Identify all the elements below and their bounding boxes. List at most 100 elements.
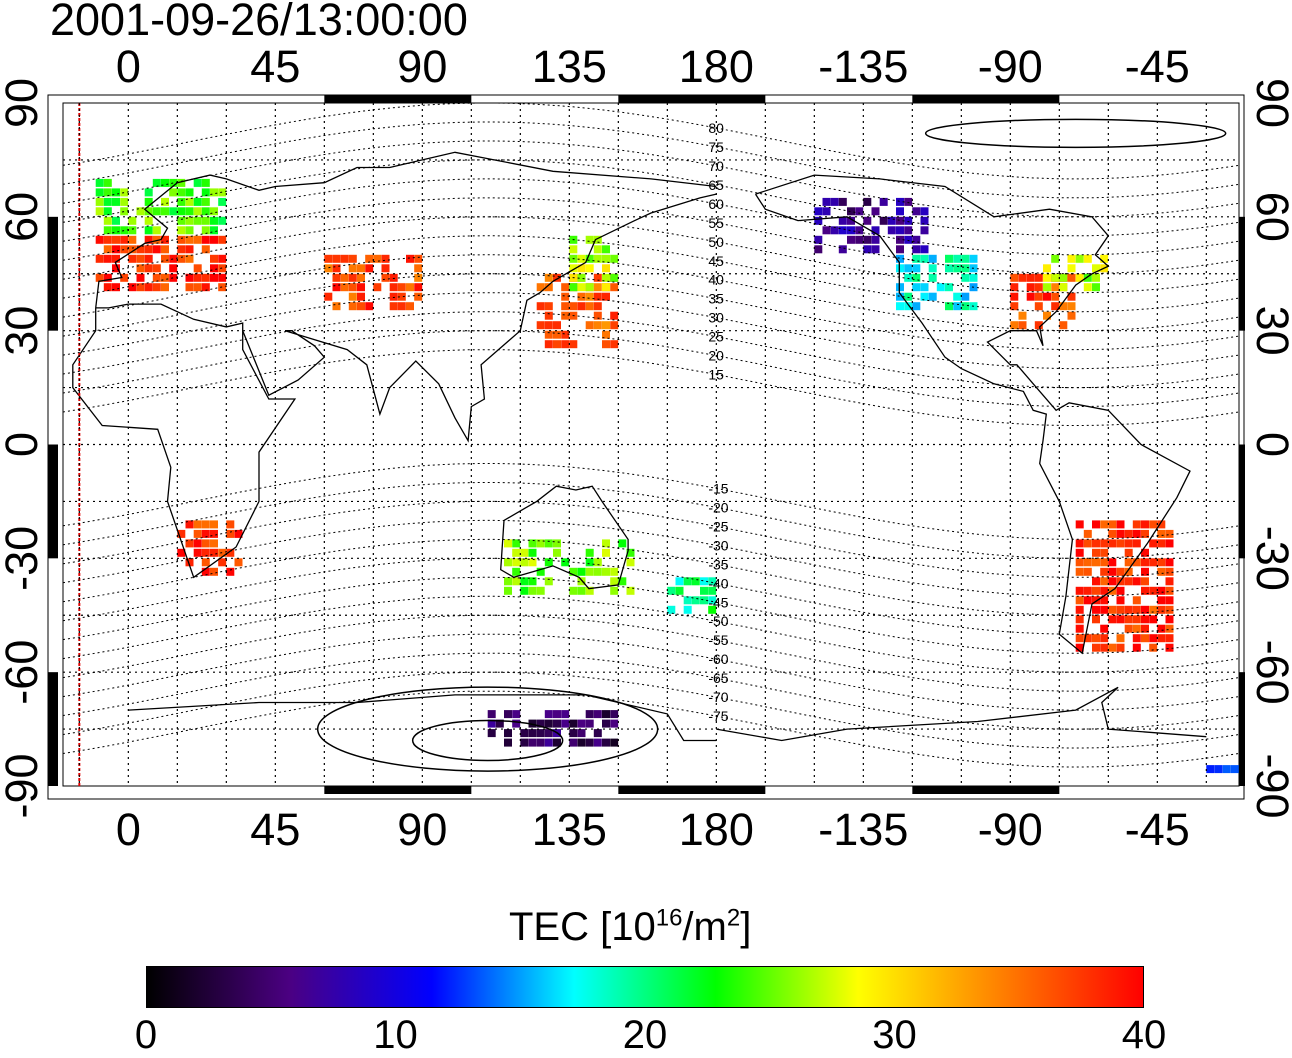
outer-frame [47, 94, 1245, 800]
frame-band [618, 786, 766, 794]
contour-labels: 80 75 70 65 60 55 50 45 40 35 30 25 20 15 -15 -20 -25 -30… [708, 120, 728, 724]
magnetic-contour [63, 292, 1239, 370]
top-lon-label: 90 [397, 41, 447, 92]
contour-label: 60 [708, 196, 724, 212]
tec-cell [193, 273, 202, 282]
tec-cell [103, 207, 112, 216]
right-lat-label: 30 [1247, 306, 1292, 356]
tec-cell [365, 302, 374, 311]
tec-cell [577, 283, 586, 292]
tec-cell [201, 273, 210, 282]
tec-cell [1100, 624, 1109, 633]
tec-cell [1108, 520, 1117, 529]
tec-cell [544, 719, 553, 728]
tec-cell [553, 340, 561, 349]
tec-cell [112, 197, 120, 206]
tec-cell [1141, 558, 1149, 567]
tec-cell [1132, 558, 1141, 567]
tec-cell [1034, 302, 1043, 311]
tec-cell [201, 216, 210, 225]
tec-cell [1100, 548, 1109, 557]
magnetic-contour [63, 519, 1239, 597]
tec-cell [1092, 558, 1100, 567]
tec-cell [120, 207, 129, 216]
tec-cell [348, 292, 357, 301]
tec-cell [569, 567, 578, 576]
tec-cell [928, 273, 937, 282]
tec-cell [348, 283, 357, 292]
tec-cell [95, 273, 104, 282]
tec-cell [1026, 273, 1035, 282]
tec-cell [544, 340, 553, 349]
tec-cell [128, 283, 137, 292]
tec-cell [936, 283, 945, 292]
tec-cell [1010, 283, 1019, 292]
contour-label: 75 [708, 139, 724, 155]
tec-cell [414, 292, 423, 301]
tec-cell [373, 283, 382, 292]
tec-cell [520, 729, 529, 738]
tec-cell [144, 235, 153, 244]
tec-cell [1059, 283, 1068, 292]
tec-cell [544, 729, 553, 738]
tec-cell [1043, 264, 1051, 273]
tec-cell [185, 245, 194, 254]
tec-cell [520, 738, 529, 747]
magnetic-contour [63, 576, 1239, 654]
tec-cell [218, 558, 227, 567]
tec-cell [169, 188, 178, 197]
tec-cell [1083, 273, 1092, 282]
tec-cell [577, 729, 586, 738]
tec-cell [1141, 634, 1149, 643]
tec-cell [585, 558, 594, 567]
contour-label: -55 [708, 632, 728, 648]
magnetic-contour [63, 349, 1239, 426]
tec-cell [536, 321, 545, 330]
tec-cell [896, 245, 904, 254]
tec-cell [593, 738, 602, 747]
contour-label: 30 [708, 310, 724, 326]
tec-cell [593, 292, 602, 301]
tec-cell [504, 738, 512, 747]
tec-cell [406, 254, 414, 263]
tec-cell [1132, 577, 1141, 586]
tec-cell [577, 254, 586, 263]
tec-cell [1051, 254, 1060, 263]
colorbar-tick-label: 0 [134, 1013, 158, 1057]
tec-cell [691, 596, 700, 605]
tec-cell [838, 226, 847, 235]
tec-cell [675, 586, 684, 595]
tec-cell [185, 235, 194, 244]
tec-cell [201, 567, 210, 576]
tec-cell [1075, 558, 1084, 567]
tec-cell [855, 207, 864, 216]
tec-cell [585, 710, 594, 719]
contour-label: -40 [708, 575, 728, 591]
tec-cell [414, 254, 423, 263]
tec-cell [610, 283, 619, 292]
tec-cell [536, 567, 545, 576]
tec-cell [920, 226, 929, 235]
coastline [754, 174, 1191, 655]
tec-cell [928, 254, 937, 263]
tec-cell [161, 283, 169, 292]
tec-cell [201, 529, 210, 538]
tec-cell [1108, 643, 1117, 652]
tec-cell [1108, 558, 1117, 567]
tec-cell [528, 558, 537, 567]
tec-cell [896, 292, 904, 301]
tec-cell [210, 264, 218, 273]
tec-cell [1108, 615, 1117, 624]
tec-cell [210, 207, 218, 216]
tec-cell [103, 216, 112, 225]
tec-cell [95, 207, 104, 216]
tec-cell [879, 197, 888, 206]
tec-cell [1083, 254, 1092, 263]
tec-cell [626, 548, 635, 557]
tec-cell [169, 178, 178, 187]
tec-cell [210, 539, 218, 548]
tec-cell [1116, 520, 1125, 529]
tec-cell [1067, 292, 1076, 301]
tec-cell [602, 548, 610, 557]
tec-cell [177, 226, 186, 235]
